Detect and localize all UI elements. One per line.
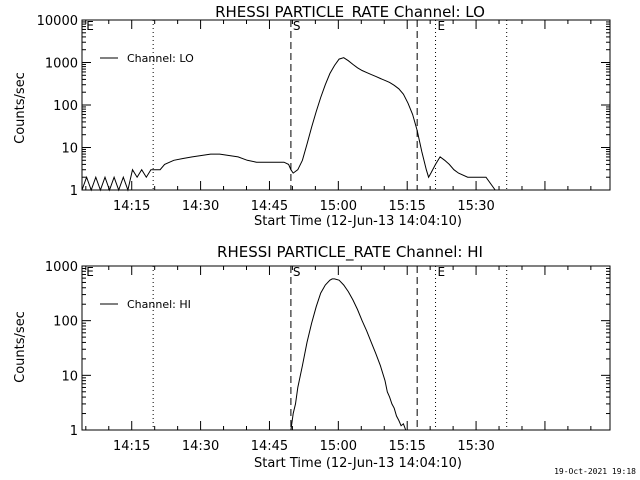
y-tick-label: 100 [53, 315, 78, 330]
y-tick-label: 10 [61, 142, 78, 157]
y-tick-label: 1 [70, 184, 78, 199]
y-tick-label: 10000 [37, 14, 78, 29]
legend-label: Channel: HI [127, 298, 191, 311]
event-marker-label: S [293, 265, 301, 279]
x-tick-label: 14:30 [182, 439, 219, 454]
x-tick-label: 15:00 [320, 439, 357, 454]
legend-label: Channel: LO [127, 52, 194, 65]
event-marker-label: E [86, 19, 94, 33]
x-tick-label: 14:15 [113, 439, 150, 454]
chart-title-lo: RHESSI PARTICLE_RATE Channel: LO [215, 3, 485, 22]
event-marker-label: E [438, 19, 446, 33]
series-line [81, 57, 560, 192]
x-tick-label: 15:00 [320, 199, 357, 214]
event-marker-label: E [86, 265, 94, 279]
panel-lo: RHESSI PARTICLE_RATE Channel: LO Start T… [13, 3, 611, 229]
y-tick-label: 1000 [45, 57, 78, 72]
y-tick-label: 1 [70, 424, 78, 439]
event-marker-label: S [293, 19, 301, 33]
y-tick-label: 10 [61, 369, 78, 384]
x-tick-label: 15:15 [388, 199, 425, 214]
x-axis-label-hi: Start Time (12-Jun-13 14:04:10) [254, 456, 462, 471]
x-tick-label: 14:15 [113, 199, 150, 214]
y-axis-label-lo: Counts/sec [13, 72, 28, 144]
x-tick-label: 14:30 [182, 199, 219, 214]
panel-hi: RHESSI PARTICLE_RATE Channel: HI Start T… [13, 243, 611, 471]
plot-frame [81, 265, 611, 431]
y-tick-label: 100 [53, 99, 78, 114]
generation-timestamp: 19-Oct-2021 19:18 [554, 467, 636, 476]
x-tick-label: 15:15 [388, 439, 425, 454]
y-axis-label-hi: Counts/sec [13, 311, 28, 383]
series-line [290, 278, 407, 431]
y-tick-label: 1000 [45, 260, 78, 275]
x-tick-label: 14:45 [251, 439, 288, 454]
x-tick-label: 15:30 [457, 199, 494, 214]
x-tick-label: 14:45 [251, 199, 288, 214]
event-marker-label: E [438, 265, 446, 279]
x-tick-label: 15:30 [457, 439, 494, 454]
x-axis-label-lo: Start Time (12-Jun-13 14:04:10) [254, 214, 462, 229]
chart-title-hi: RHESSI PARTICLE_RATE Channel: HI [217, 243, 483, 262]
